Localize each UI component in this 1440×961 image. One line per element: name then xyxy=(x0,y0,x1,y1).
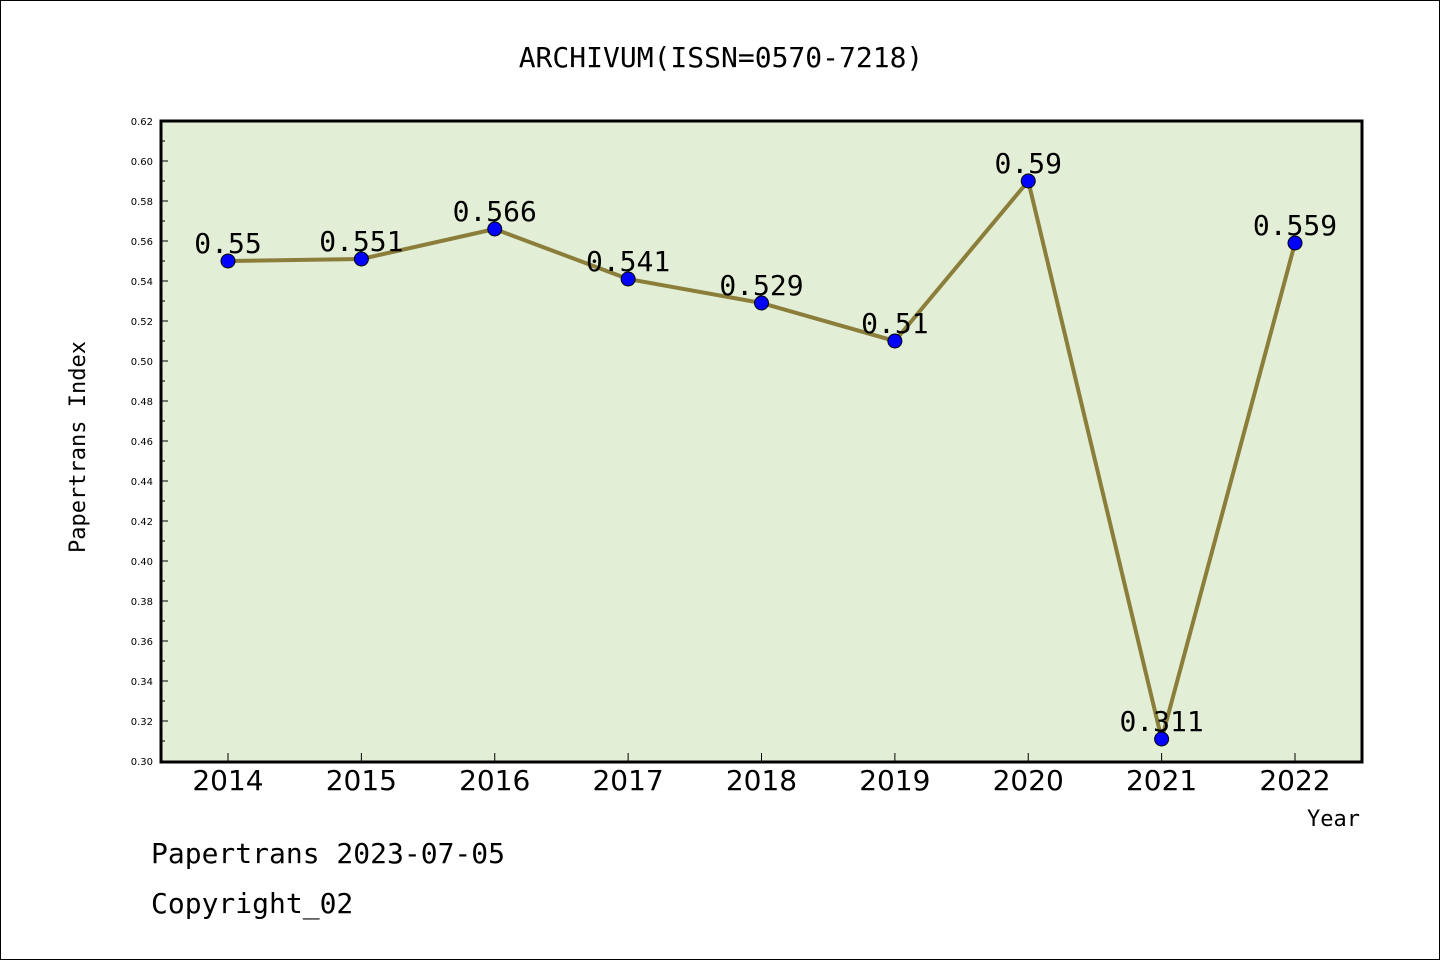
x-axis-title: Year xyxy=(1307,807,1360,832)
chart-title: ARCHIVUM(ISSN=0570-7218) xyxy=(519,41,924,74)
data-label: 0.541 xyxy=(586,245,670,278)
y-tick-label: 0.40 xyxy=(131,557,153,568)
y-tick-label: 0.60 xyxy=(131,157,153,168)
data-label: 0.59 xyxy=(995,147,1062,180)
data-point xyxy=(887,333,903,349)
y-tick-label: 0.54 xyxy=(131,277,153,288)
y-tick-label: 0.46 xyxy=(131,437,153,448)
data-label: 0.55 xyxy=(194,227,261,260)
series-line-group: 0.55 0.551 0.566 0.541 0.529 0.51 0.59 0.311 0.5… xyxy=(194,147,1337,747)
y-tick-label: 0.30 xyxy=(131,757,153,768)
y-tick-label: 0.44 xyxy=(131,477,153,488)
data-label: 0.559 xyxy=(1253,209,1337,242)
data-label: 0.311 xyxy=(1119,705,1203,738)
y-tick-label: 0.48 xyxy=(131,397,153,408)
y-tick-label: 0.50 xyxy=(131,357,153,368)
data-point xyxy=(620,271,636,287)
data-point xyxy=(1287,235,1303,251)
data-point xyxy=(353,251,369,267)
y-tick-label: 0.52 xyxy=(131,317,153,328)
x-tick-label: 2019 xyxy=(859,764,930,797)
y-tick-label: 0.38 xyxy=(131,597,153,608)
x-tick-label: 2018 xyxy=(726,764,797,797)
data-label: 0.51 xyxy=(861,307,928,340)
y-tick-label: 0.62 xyxy=(131,117,153,128)
y-axis: 0.30 0.32 0.34 0.36 0.38 0.40 0.42 0.44 0.46 0.48… xyxy=(131,117,168,768)
footer-copyright: Copyright_02 xyxy=(151,887,354,920)
x-tick-label: 2014 xyxy=(192,764,263,797)
y-tick-label: 0.32 xyxy=(131,717,153,728)
data-point xyxy=(220,253,236,269)
data-point xyxy=(487,221,503,237)
y-tick-label: 0.34 xyxy=(131,677,153,688)
data-point xyxy=(754,295,769,311)
footer-date: Papertrans 2023-07-05 xyxy=(151,837,506,870)
x-tick-label: 2020 xyxy=(993,764,1064,797)
y-axis-title: Papertrans Index xyxy=(66,341,91,553)
data-label: 0.529 xyxy=(719,269,803,302)
x-tick-label: 2022 xyxy=(1259,764,1330,797)
y-tick-label: 0.58 xyxy=(131,197,153,208)
x-tick-label: 2015 xyxy=(326,764,397,797)
x-tick-label: 2016 xyxy=(459,764,530,797)
y-tick-label: 0.42 xyxy=(131,517,153,528)
x-tick-label: 2021 xyxy=(1126,764,1197,797)
data-point xyxy=(1020,173,1036,189)
data-label: 0.566 xyxy=(453,195,537,228)
plot-area xyxy=(159,119,1364,764)
data-label: 0.551 xyxy=(319,225,403,258)
x-axis: 2014 2015 2016 2017 2018 2019 2020 2021 2022 xyxy=(192,753,1331,797)
data-point xyxy=(1154,731,1170,747)
y-tick-label: 0.36 xyxy=(131,637,153,648)
y-tick-label: 0.56 xyxy=(131,237,153,248)
x-tick-label: 2017 xyxy=(592,764,663,797)
